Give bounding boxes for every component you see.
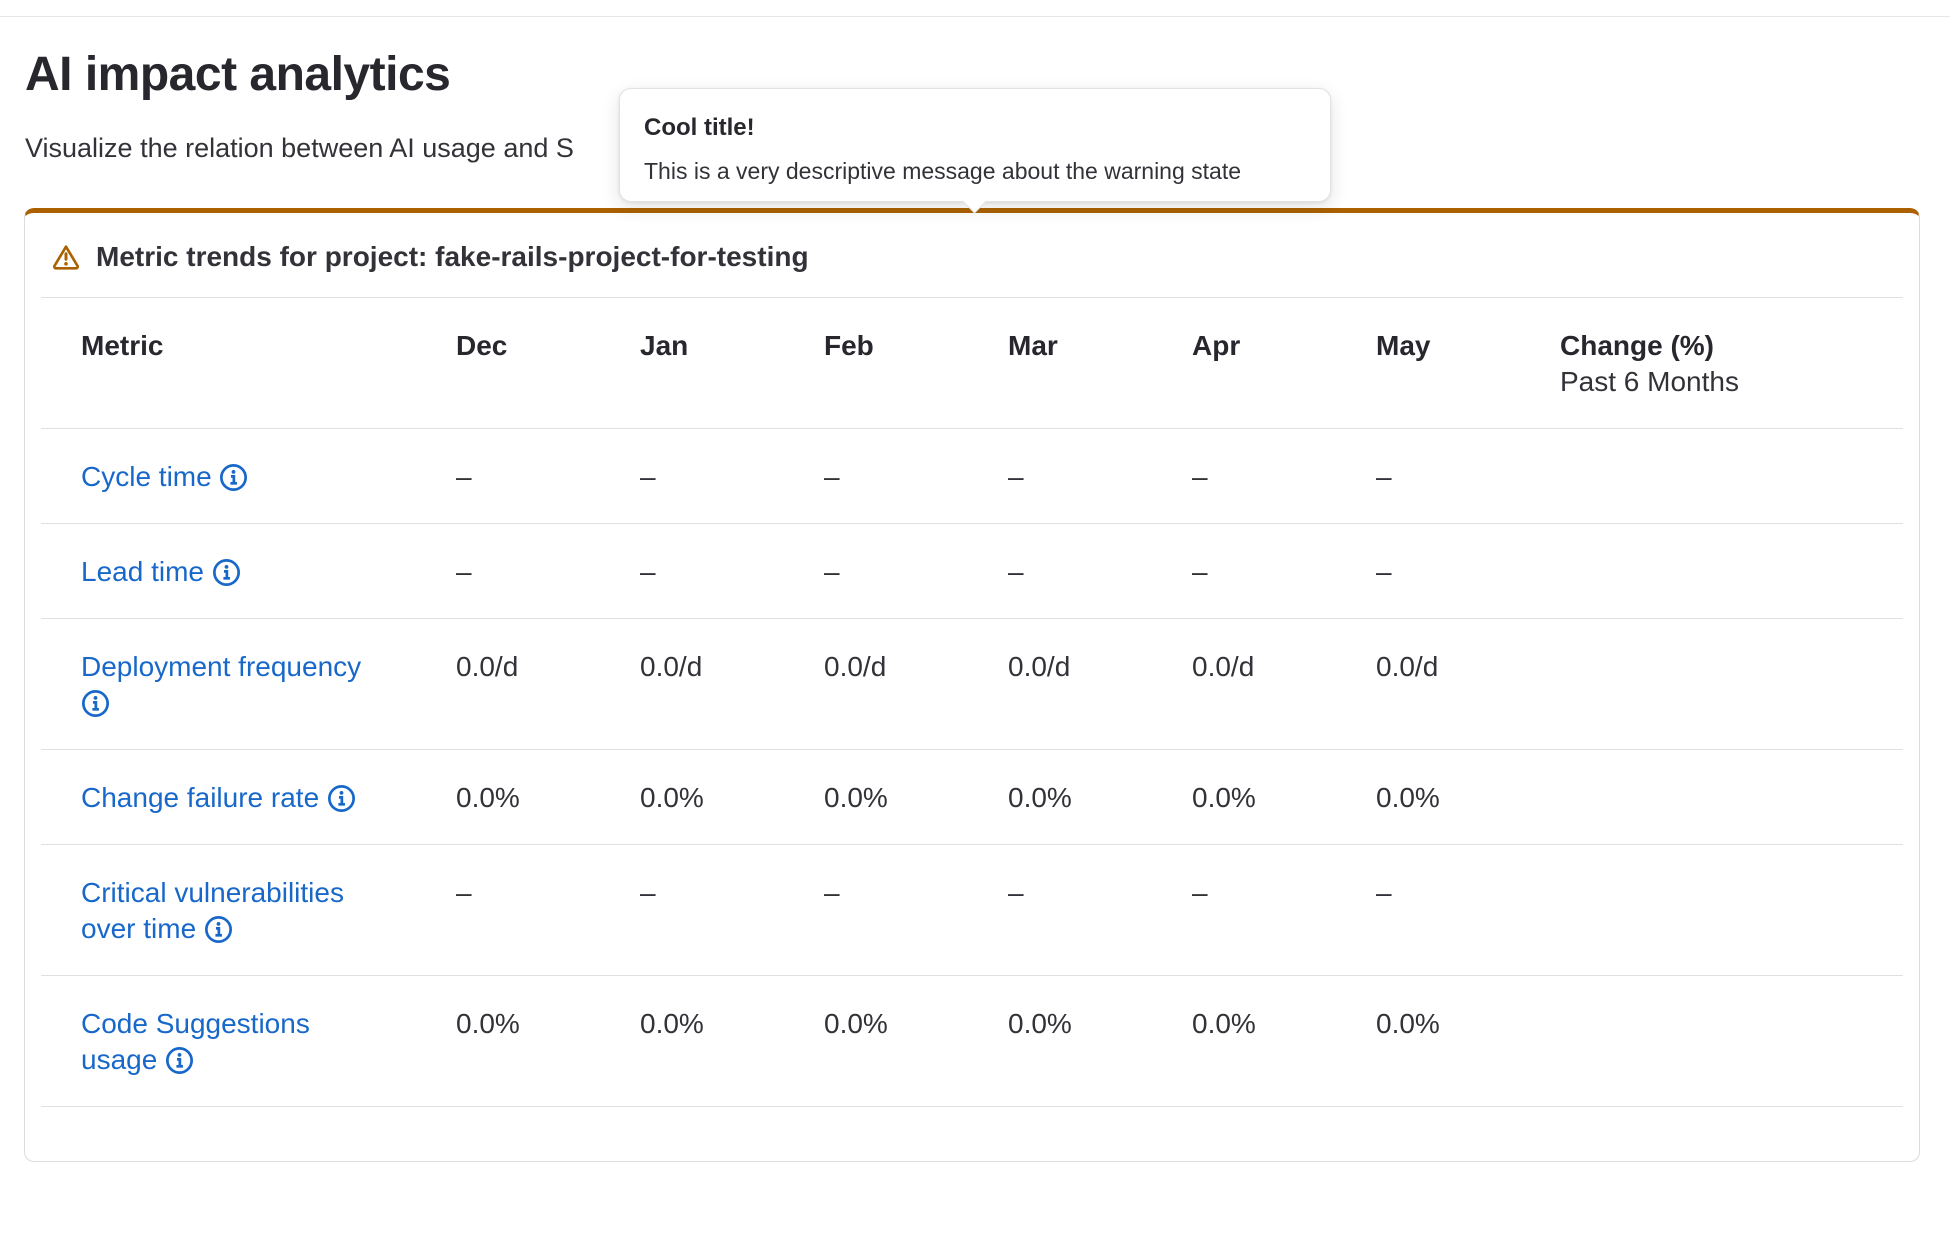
column-header-metric: Metric — [41, 298, 436, 429]
metric-rows: Cycle time – – – – – – Lead time – – – – – – Deploym… — [41, 428, 1903, 1107]
metric-change-cell — [1540, 618, 1903, 750]
card-header: Metric trends for project: fake-rails-pr… — [25, 213, 1919, 297]
information-circle-icon[interactable] — [81, 689, 110, 718]
card-header-divider — [41, 297, 1903, 298]
metric-value-cell: 0.0% — [1172, 749, 1356, 845]
metric-name-cell: Lead time — [41, 523, 436, 619]
metric-value-cell: 0.0% — [1356, 975, 1540, 1107]
metric-change-cell — [1540, 844, 1903, 976]
metric-value-cell: 0.0% — [620, 975, 804, 1107]
metric-link[interactable]: Code Suggestions usage — [81, 1008, 310, 1075]
metric-value-cell: 0.0% — [804, 975, 988, 1107]
page-top-divider — [0, 16, 1950, 17]
metric-value-cell: 0.0% — [804, 749, 988, 845]
metric-value-cell: – — [620, 523, 804, 619]
table-row: Critical vulnerabilities over time – – – – – – — [41, 844, 1903, 976]
metric-value-cell: 0.0% — [436, 749, 620, 845]
column-header-apr: Apr — [1172, 298, 1356, 429]
metric-link[interactable]: Lead time — [81, 556, 241, 587]
metric-value-cell: – — [988, 428, 1172, 524]
metric-value-cell: – — [620, 844, 804, 976]
information-circle-icon[interactable] — [204, 915, 233, 944]
table-row: Code Suggestions usage 0.0% 0.0% 0.0% 0.0% 0.… — [41, 975, 1903, 1107]
metric-change-cell — [1540, 975, 1903, 1107]
metric-change-cell — [1540, 749, 1903, 845]
metric-name-cell: Critical vulnerabilities over time — [41, 844, 436, 976]
column-header-change-title: Change (%) — [1560, 330, 1714, 361]
metric-name-cell: Code Suggestions usage — [41, 975, 436, 1107]
metric-value-cell: – — [804, 844, 988, 976]
metric-value-cell: 0.0/d — [988, 618, 1172, 750]
metric-value-cell: – — [1172, 523, 1356, 619]
popover-message: This is a very descriptive message about… — [644, 158, 1242, 184]
information-circle-icon[interactable] — [165, 1046, 194, 1075]
column-header-jan: Jan — [620, 298, 804, 429]
metric-trends-table: Metric Dec Jan Feb Mar Apr May Change (%… — [41, 298, 1903, 1107]
metric-value-cell: – — [1356, 523, 1540, 619]
metric-value-cell: 0.0/d — [436, 618, 620, 750]
metric-value-cell: – — [804, 428, 988, 524]
metric-value-cell: 0.0% — [436, 975, 620, 1107]
information-circle-icon[interactable] — [212, 558, 241, 587]
metric-value-cell: – — [1172, 844, 1356, 976]
page-subtitle: Visualize the relation between AI usage … — [25, 133, 574, 163]
metric-link[interactable]: Critical vulnerabilities over time — [81, 877, 344, 944]
metric-name-cell: Cycle time — [41, 428, 436, 524]
metric-value-cell: – — [436, 523, 620, 619]
column-header-change: Change (%) Past 6 Months — [1540, 298, 1903, 429]
table-row: Lead time – – – – – – — [41, 523, 1903, 619]
metric-value-cell: 0.0/d — [804, 618, 988, 750]
metric-value-cell: – — [1356, 844, 1540, 976]
warning-popover: Cool title! This is a very descriptive m… — [619, 88, 1331, 214]
metric-change-cell — [1540, 523, 1903, 619]
metric-name-cell: Change failure rate — [41, 749, 436, 845]
metric-value-cell: 0.0/d — [620, 618, 804, 750]
information-circle-icon[interactable] — [327, 784, 356, 813]
information-circle-icon[interactable] — [219, 463, 248, 492]
column-header-may: May — [1356, 298, 1540, 429]
metric-value-cell: – — [988, 523, 1172, 619]
metric-trends-card: Metric trends for project: fake-rails-pr… — [24, 208, 1920, 1162]
column-header-dec: Dec — [436, 298, 620, 429]
metric-value-cell: 0.0% — [988, 975, 1172, 1107]
metric-value-cell: – — [1356, 428, 1540, 524]
metric-value-cell: 0.0% — [1172, 975, 1356, 1107]
warning-triangle-icon — [53, 245, 79, 270]
metric-value-cell: – — [436, 844, 620, 976]
table-row: Cycle time – – – – – – — [41, 428, 1903, 524]
metric-value-cell: 0.0/d — [1356, 618, 1540, 750]
metric-value-cell: – — [620, 428, 804, 524]
column-header-mar: Mar — [988, 298, 1172, 429]
metric-name-cell: Deployment frequency — [41, 618, 436, 750]
column-header-feb: Feb — [804, 298, 988, 429]
page-title: AI impact analytics — [25, 48, 451, 101]
metric-value-cell: 0.0% — [1356, 749, 1540, 845]
table-row: Change failure rate 0.0% 0.0% 0.0% 0.0% 0.0%… — [41, 749, 1903, 845]
metric-value-cell: – — [1172, 428, 1356, 524]
metric-value-cell: 0.0% — [620, 749, 804, 845]
metric-value-cell: – — [436, 428, 620, 524]
table-row: Deployment frequency 0.0/d 0.0/d 0.0/d 0.0/d… — [41, 618, 1903, 750]
card-header-title: Metric trends for project: fake-rails-pr… — [96, 241, 809, 272]
popover-title: Cool title! — [644, 114, 755, 141]
metric-value-cell: 0.0/d — [1172, 618, 1356, 750]
metric-value-cell: 0.0% — [988, 749, 1172, 845]
metric-link[interactable]: Deployment frequency — [81, 651, 361, 718]
table-header-row: Metric Dec Jan Feb Mar Apr May Change (%… — [41, 298, 1903, 429]
column-header-change-subtitle: Past 6 Months — [1560, 366, 1739, 397]
metric-value-cell: – — [804, 523, 988, 619]
metric-link[interactable]: Change failure rate — [81, 782, 356, 813]
metric-link[interactable]: Cycle time — [81, 461, 248, 492]
metric-change-cell — [1540, 428, 1903, 524]
metric-value-cell: – — [988, 844, 1172, 976]
